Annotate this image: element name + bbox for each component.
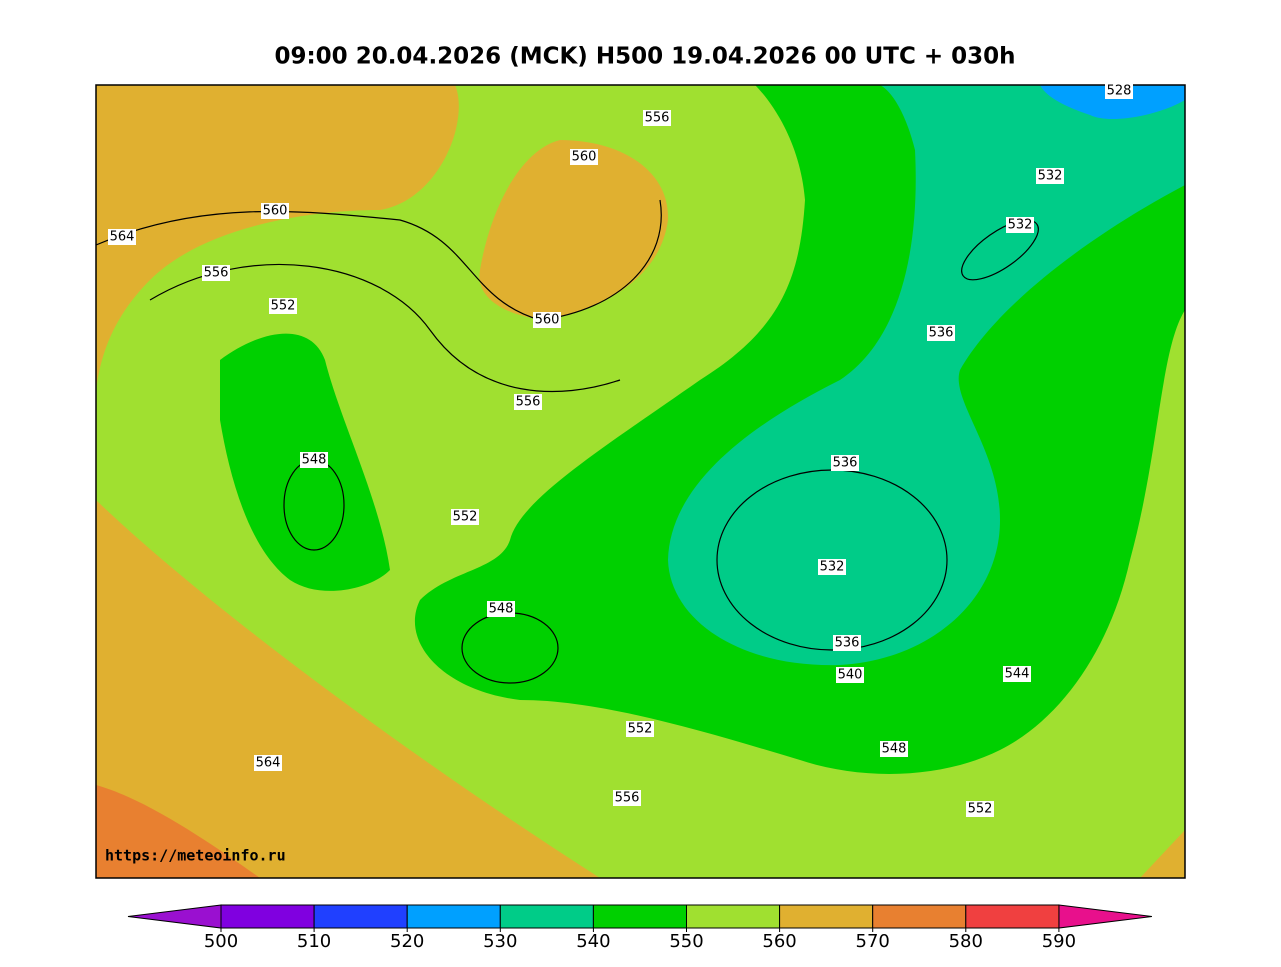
contour-label: 548 <box>882 742 907 757</box>
colorbar-tick-label: 530 <box>483 931 517 952</box>
contour-label: 556 <box>516 395 541 410</box>
colorbar: 500 510 520 530 540 550 560 570 580 590 <box>127 904 1152 952</box>
label-box <box>1003 666 1031 682</box>
map-title: 09:00 20.04.2026 (MCK) H500 19.04.2026 0… <box>274 44 1015 70</box>
label-box <box>836 667 864 683</box>
label-box <box>300 452 328 468</box>
colorbar-over <box>1058 904 1152 929</box>
label-box <box>1105 83 1133 99</box>
map-frame <box>95 84 1186 879</box>
contour-label: 552 <box>271 299 296 314</box>
contour-label: 532 <box>1038 169 1063 184</box>
contour-label: 552 <box>453 510 478 525</box>
contour-label: 560 <box>572 150 597 165</box>
label-box <box>1006 217 1034 233</box>
label-box <box>613 790 641 806</box>
label-box <box>487 601 515 617</box>
label-box <box>533 312 561 328</box>
colorbar-segment <box>686 904 781 929</box>
colorbar-segment <box>220 904 315 929</box>
source-url: https://meteoinfo.ru <box>105 847 286 865</box>
contour-label: 564 <box>110 230 135 245</box>
label-box <box>927 325 955 341</box>
map-fields <box>96 85 1185 878</box>
contour-label: 556 <box>645 111 670 126</box>
label-box <box>269 298 297 314</box>
label-box <box>451 509 479 525</box>
contour-label: 560 <box>263 204 288 219</box>
contour-label: 532 <box>820 560 845 575</box>
contour-label: 552 <box>968 802 993 817</box>
contour-label: 564 <box>256 756 281 771</box>
label-box <box>966 801 994 817</box>
contour-label: 536 <box>929 326 954 341</box>
colorbar-tick-label: 550 <box>669 931 703 952</box>
contour-label: 556 <box>615 791 640 806</box>
contour-label: 560 <box>535 313 560 328</box>
label-box <box>880 741 908 757</box>
colorbar-tick-label: 560 <box>762 931 796 952</box>
contour-label: 552 <box>628 722 653 737</box>
colorbar-segment <box>406 904 501 929</box>
colorbar-tick-label: 590 <box>1042 931 1076 952</box>
contour-label: 548 <box>489 602 514 617</box>
label-box <box>833 635 861 651</box>
label-box <box>570 149 598 165</box>
colorbar-segment <box>499 904 594 929</box>
colorbar-tick-label: 580 <box>949 931 983 952</box>
colorbar-tick-label: 510 <box>297 931 331 952</box>
colorbar-tick-label: 570 <box>856 931 890 952</box>
contour-label: 532 <box>1008 218 1033 233</box>
colorbar-tick-label: 520 <box>390 931 424 952</box>
contour-labels: 528 556 560 532 560 532 564 556 552 560 536 556 548 5… <box>108 83 1133 817</box>
colorbar-under <box>127 904 222 929</box>
contour-label: 536 <box>835 636 860 651</box>
contour-label: 544 <box>1005 667 1030 682</box>
label-box <box>514 394 542 410</box>
colorbar-segment <box>313 904 408 929</box>
contour-label: 540 <box>838 668 863 683</box>
colorbar-segment <box>779 904 874 929</box>
colorbar-segment <box>872 904 967 929</box>
colorbar-tick-label: 500 <box>204 931 238 952</box>
label-box <box>261 203 289 219</box>
contour-label: 536 <box>833 456 858 471</box>
contour-label: 528 <box>1107 84 1132 99</box>
contour-label: 548 <box>302 453 327 468</box>
label-box <box>643 110 671 126</box>
label-box <box>626 721 654 737</box>
label-box <box>202 265 230 281</box>
colorbar-segment <box>965 904 1060 929</box>
label-box <box>254 755 282 771</box>
colorbar-tick-label: 540 <box>576 931 610 952</box>
contour-label: 556 <box>204 266 229 281</box>
label-box <box>831 455 859 471</box>
label-box <box>1036 168 1064 184</box>
colorbar-segment <box>592 904 688 929</box>
label-box <box>108 229 136 245</box>
label-box <box>818 559 846 575</box>
